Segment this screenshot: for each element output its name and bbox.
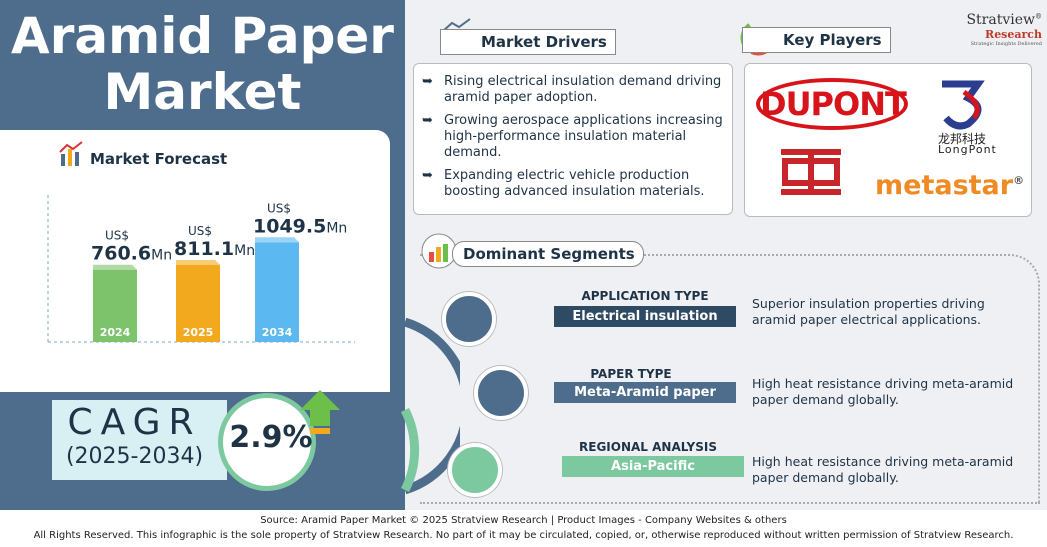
currency: US$ — [188, 224, 212, 238]
growth-arrow — [300, 390, 340, 434]
metastar-name: metastar — [875, 170, 1014, 201]
segment-icon — [442, 292, 496, 346]
bar-year: 2024 — [100, 326, 131, 339]
segments-arc — [400, 317, 460, 495]
drivers-box: Rising electrical insulation demand driv… — [413, 63, 733, 215]
brand-name: Stratview® — [958, 12, 1042, 28]
bar-top — [255, 237, 299, 243]
drivers-title: Market Drivers — [440, 29, 616, 55]
title-line: Aramid Paper — [11, 7, 394, 65]
value: 1049.5 — [253, 215, 326, 237]
bar — [93, 269, 137, 342]
cagr-box — [52, 400, 227, 480]
bar-year: 2025 — [183, 326, 214, 339]
bar — [255, 242, 299, 342]
registered-mark: ® — [1013, 174, 1025, 187]
brand-sub: Research — [985, 28, 1042, 41]
cagr-circle — [218, 393, 316, 491]
longpont-name: LongPont — [938, 143, 997, 156]
bar-year: 2034 — [262, 326, 293, 339]
bar-value: 1049.5Mn — [253, 215, 347, 237]
bar — [176, 264, 220, 342]
unit: Mn — [151, 248, 172, 264]
segment-label: Meta-Aramid paper — [554, 382, 736, 403]
brand: Stratview® Research Strategic Insights D… — [958, 12, 1042, 47]
cagr-period: (2025-2034) — [65, 444, 204, 469]
driver: Expanding electric vehicle production bo… — [414, 168, 732, 200]
segment-label: Asia-Pacific — [562, 456, 744, 477]
metastar-logo: metastar® — [875, 170, 1024, 201]
segment-heading: PAPER TYPE — [590, 367, 672, 381]
driver: Rising electrical insulation demand driv… — [414, 74, 732, 106]
players-title: Key Players — [742, 27, 891, 53]
segment-description: High heat resistance driving meta-aramid… — [752, 376, 1014, 407]
longpont-cn: 龙邦科技 — [938, 132, 987, 146]
footer: Source: Aramid Paper Market © 2025 Strat… — [0, 510, 1047, 547]
value: 760.6 — [91, 243, 151, 265]
segments-title: Dominant Segments — [452, 241, 644, 267]
segment-heading: APPLICATION TYPE — [581, 289, 709, 303]
cagr-label: CAGR — [67, 402, 202, 443]
footer-source: Source: Aramid Paper Market © 2025 Strat… — [260, 515, 787, 526]
bar-top — [176, 259, 220, 265]
forecast-chart: 2024US$760.6Mn2025US$811.1Mn2034US$1049.… — [47, 195, 355, 343]
forecast-title: Market Forecast — [90, 150, 228, 168]
segment-icon — [474, 366, 528, 420]
segments-frame — [420, 254, 1040, 504]
longpont-mark — [942, 80, 985, 130]
bar-value: 760.6Mn — [91, 243, 172, 265]
segment-icon — [448, 443, 502, 497]
driver: Growing aerospace applications increasin… — [414, 113, 732, 161]
unit: Mn — [326, 220, 347, 236]
segment-description: High heat resistance driving meta-aramid… — [752, 454, 1014, 485]
brand-text: Stratview — [966, 12, 1035, 28]
dupont-logo: DUPONT — [756, 78, 908, 130]
footer-rights: All Rights Reserved. This infographic is… — [33, 530, 1014, 541]
segment-label: Electrical insulation — [554, 306, 736, 327]
brand-registered: ® — [1035, 12, 1042, 21]
currency: US$ — [267, 201, 291, 215]
crrc-logo — [781, 149, 841, 195]
cagr-value: 2.9% — [229, 420, 313, 455]
currency: US$ — [105, 229, 129, 243]
bar-value: 811.1Mn — [174, 238, 255, 260]
title: Aramid Paper Market — [0, 8, 405, 120]
brand-tagline: Strategic Insights Delivered — [970, 41, 1042, 47]
segment-heading: REGIONAL ANALYSIS — [579, 440, 717, 454]
title-line: Market — [103, 63, 302, 121]
value: 811.1 — [174, 238, 234, 260]
bar-top — [93, 264, 137, 270]
unit: Mn — [234, 243, 255, 259]
segment-description: Superior insulation properties driving a… — [752, 296, 985, 327]
chart-icon — [59, 141, 83, 166]
